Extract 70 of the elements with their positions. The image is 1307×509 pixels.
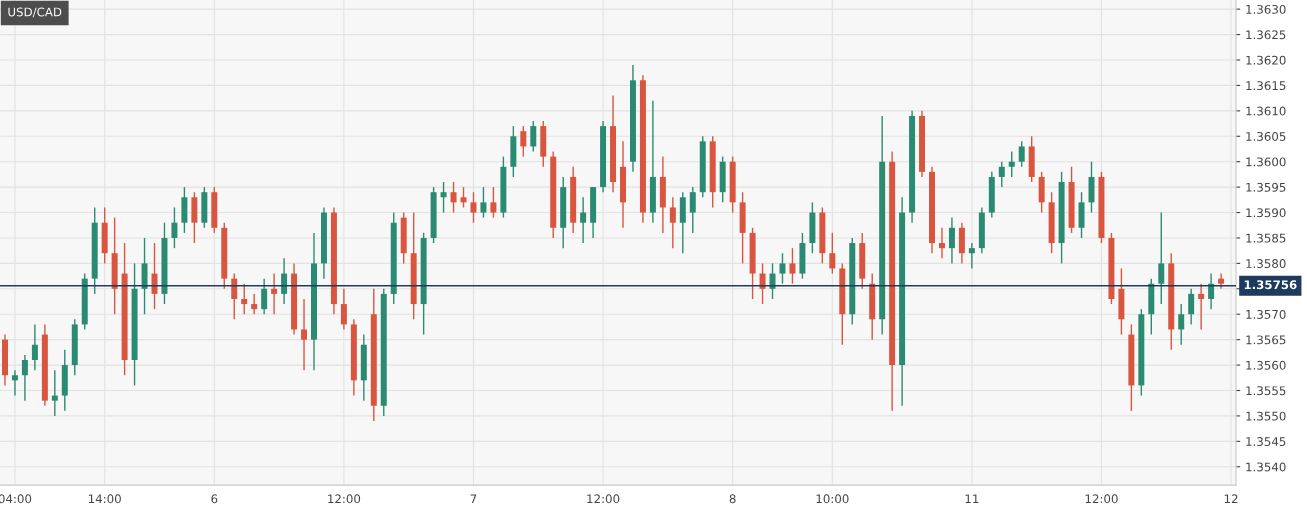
y-tick-label: 1.3565 — [1246, 335, 1286, 345]
candlestick — [1008, 150, 1015, 178]
candlestick — [789, 247, 796, 285]
y-tick-label: 1.3600 — [1246, 157, 1286, 167]
candlestick — [829, 232, 836, 275]
y-tick-label: 1.3630 — [1246, 4, 1286, 14]
candlestick — [460, 186, 467, 209]
x-tick-label: 12:00 — [587, 494, 620, 504]
y-tick-label: 1.3620 — [1246, 55, 1286, 65]
y-tick-label: 1.3550 — [1246, 411, 1286, 421]
y-tick-label: 1.3560 — [1246, 360, 1286, 370]
candlestick — [271, 272, 278, 315]
candlestick — [1018, 140, 1025, 168]
candlestick — [1208, 272, 1215, 310]
y-tick-label: 1.3610 — [1246, 106, 1286, 116]
candlestick — [21, 354, 28, 402]
candlestick — [251, 293, 258, 315]
candlestick — [520, 125, 527, 158]
x-tick-label: 10:00 — [816, 494, 849, 504]
candlestick — [51, 369, 58, 417]
candlestick — [769, 262, 776, 300]
text: USD/CAD — [8, 7, 62, 18]
candlestick — [580, 196, 587, 244]
y-tick-label: 1.3605 — [1246, 131, 1286, 141]
candlestick — [480, 186, 487, 219]
candlestick — [530, 120, 537, 153]
candlestick — [968, 242, 975, 270]
x-tick-label: 11 — [965, 494, 979, 504]
x-tick-label: 12 — [1224, 494, 1238, 504]
candlestick — [1188, 288, 1195, 326]
candlestick — [938, 227, 945, 259]
candlestick — [689, 186, 696, 234]
candlestick — [231, 272, 238, 321]
candlestick — [1178, 303, 1185, 346]
candlestick — [998, 160, 1005, 188]
candlestick — [759, 262, 766, 305]
candlestick — [669, 196, 676, 249]
candlestick — [779, 252, 786, 285]
candlestick — [1158, 211, 1165, 305]
y-tick-label: 1.3590 — [1246, 208, 1286, 218]
y-tick-label: 1.3595 — [1246, 182, 1286, 192]
y-tick-label: 1.3545 — [1246, 437, 1286, 446]
candlestick — [1198, 283, 1205, 331]
y-tick-label: 1.3555 — [1246, 386, 1286, 396]
x-tick-label: 14:00 — [88, 494, 121, 504]
candlestick — [171, 206, 178, 249]
candlestick — [11, 369, 18, 397]
x-tick-label: 7 — [470, 494, 477, 504]
candlestick — [301, 298, 308, 371]
candlestick — [440, 181, 447, 214]
candlestick — [241, 283, 248, 315]
candlestick — [490, 186, 497, 219]
candlestick — [948, 216, 955, 265]
y-tick-label: 1.3615 — [1246, 81, 1286, 91]
candlestick — [340, 288, 347, 331]
y-tick-label: 1.3540 — [1246, 462, 1286, 472]
x-tick-label: 8 — [729, 494, 736, 504]
x-tick-label: 6 — [211, 494, 218, 504]
ref-line-label: 1.35756 — [1244, 280, 1297, 290]
y-tick-label: 1.3580 — [1246, 259, 1286, 269]
candlestick — [281, 257, 288, 305]
y-tick-label: 1.3570 — [1246, 309, 1286, 319]
y-tick-label: 1.3625 — [1246, 30, 1286, 40]
candlestick — [470, 191, 477, 224]
candlestick — [261, 277, 268, 315]
x-tick-label: 12:00 — [1085, 494, 1118, 504]
candlestick — [31, 323, 38, 371]
candlestick — [450, 181, 457, 214]
x-tick-label: 12:00 — [328, 494, 361, 504]
y-tick-label: 1.3585 — [1246, 233, 1286, 243]
